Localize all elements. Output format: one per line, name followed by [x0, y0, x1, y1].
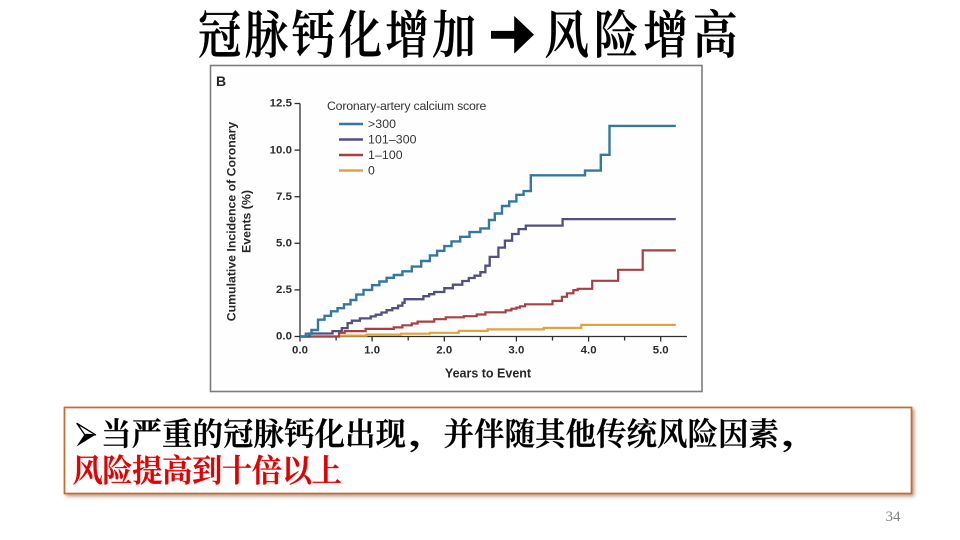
svg-text:101–300: 101–300: [368, 133, 417, 147]
svg-text:1–100: 1–100: [368, 148, 403, 162]
svg-text:Events (%): Events (%): [240, 190, 254, 253]
svg-text:0.0: 0.0: [276, 331, 292, 343]
svg-text:34: 34: [886, 509, 902, 525]
svg-text:Coronary-artery calcium score: Coronary-artery calcium score: [327, 99, 487, 113]
svg-text:Years to Event: Years to Event: [445, 367, 532, 381]
svg-text:5.0: 5.0: [276, 238, 292, 250]
svg-text:3.0: 3.0: [508, 345, 524, 357]
svg-text:7.5: 7.5: [276, 191, 293, 203]
svg-text:0: 0: [368, 164, 375, 178]
svg-text:10.0: 10.0: [270, 144, 292, 156]
svg-text:4.0: 4.0: [581, 345, 597, 357]
svg-text:5.0: 5.0: [653, 345, 669, 357]
svg-text:0.0: 0.0: [292, 345, 308, 357]
svg-text:1.0: 1.0: [364, 345, 380, 357]
svg-text:2.0: 2.0: [436, 345, 452, 357]
svg-text:12.5: 12.5: [270, 98, 293, 110]
svg-text:Cumulative Incidence of Corona: Cumulative Incidence of Coronary: [225, 122, 239, 322]
svg-text:B: B: [216, 73, 226, 89]
svg-text:>300: >300: [368, 117, 396, 131]
svg-text:2.5: 2.5: [276, 284, 293, 296]
